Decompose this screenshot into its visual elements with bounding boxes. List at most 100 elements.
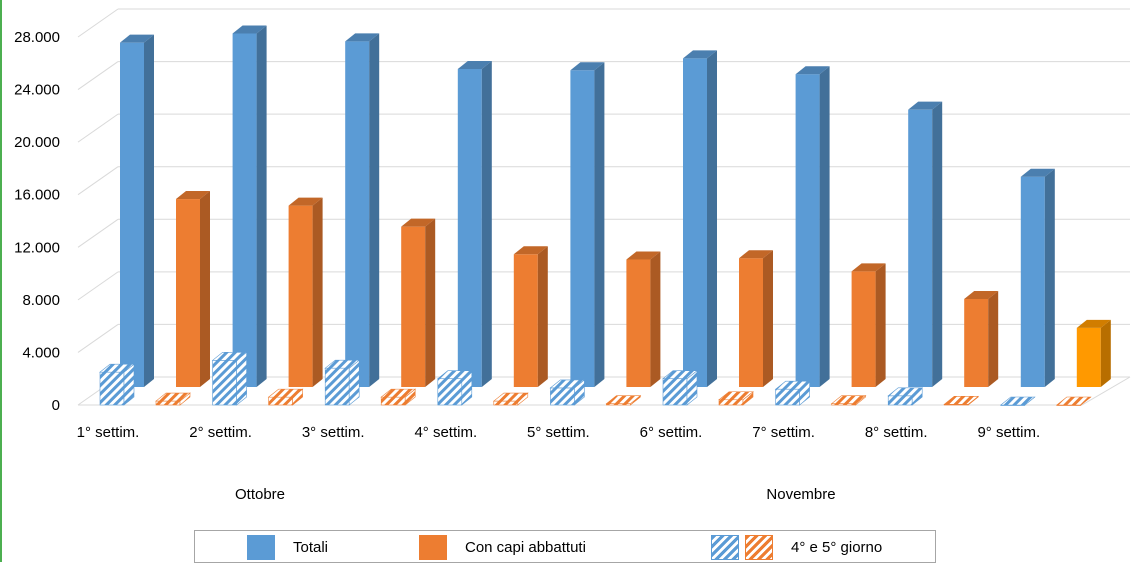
bar-totali-side bbox=[932, 101, 943, 387]
gridline-diagonal bbox=[77, 8, 119, 38]
bar-con-capi-front bbox=[288, 205, 313, 387]
legend-item-totali: Totali bbox=[247, 535, 328, 560]
bar-totali-side bbox=[594, 62, 605, 387]
bar-totali-top bbox=[683, 50, 717, 59]
bar-totali-front bbox=[795, 74, 820, 387]
bar-quarto-quinto-blue-front bbox=[437, 378, 463, 406]
bar-con-capi-top bbox=[1076, 319, 1111, 328]
bar-totali-side bbox=[369, 33, 380, 387]
bar-con-capi-top bbox=[964, 290, 999, 299]
bars bbox=[99, 25, 1111, 406]
bar-quarto-quinto-blue-front bbox=[324, 367, 350, 406]
bar-totali-top bbox=[345, 33, 380, 42]
bar-con-capi-top bbox=[513, 246, 548, 255]
gridline-diagonal bbox=[77, 166, 119, 196]
bar-quarto-quinto-orange-top bbox=[155, 392, 191, 402]
bar-con-capi-side bbox=[312, 197, 323, 387]
y-tick-label: 8.000 bbox=[22, 292, 60, 309]
bar-con-capi-front bbox=[739, 258, 763, 387]
bar-con-capi-front bbox=[851, 271, 876, 387]
bar-quarto-quinto-orange-front bbox=[380, 396, 406, 406]
bar-totali-top bbox=[908, 101, 943, 110]
bar-quarto-quinto-blue-front bbox=[99, 371, 125, 406]
bar-quarto-quinto-blue-front bbox=[662, 378, 688, 406]
gridline-diagonal bbox=[77, 324, 119, 353]
legend-swatch-totali bbox=[247, 535, 275, 560]
legend-swatch-quarto-blue bbox=[711, 535, 739, 560]
bar-totali-front bbox=[683, 58, 707, 388]
x-tick-label: 9° settim. bbox=[977, 424, 1040, 441]
legend-swatch-con-capi bbox=[419, 535, 447, 560]
bar-quarto-quinto-orange-top bbox=[830, 395, 867, 404]
bar-totali-front bbox=[570, 70, 595, 387]
y-tick-label: 12.000 bbox=[14, 239, 60, 256]
bar-con-capi-side bbox=[650, 251, 661, 387]
bar-con-capi-top bbox=[288, 197, 323, 206]
bar-totali-top bbox=[232, 25, 267, 34]
x-tick-label: 7° settim. bbox=[752, 424, 815, 441]
legend-item-con-capi: Con capi abbattuti bbox=[419, 535, 586, 560]
bar-quarto-quinto-orange-top bbox=[605, 395, 642, 404]
y-tick-label: 24.000 bbox=[14, 82, 60, 99]
bar-quarto-quinto-blue-top bbox=[211, 352, 248, 361]
bar-quarto-quinto-blue-top bbox=[99, 363, 135, 373]
bar-con-capi-front bbox=[176, 199, 200, 387]
bar-quarto-quinto-blue-top bbox=[549, 379, 586, 389]
bar-con-capi-top bbox=[401, 218, 436, 227]
bar-con-capi-front bbox=[1076, 327, 1101, 387]
gridline-diagonal bbox=[77, 218, 119, 248]
legend-label-quarto-quinto: 4° e 5° giorno bbox=[791, 539, 883, 556]
legend-item-quarto-quinto: 4° e 5° giorno bbox=[711, 535, 882, 560]
y-tick-label: 4.000 bbox=[22, 344, 60, 361]
y-tick-label: 16.000 bbox=[14, 187, 60, 204]
bar-quarto-quinto-orange-top bbox=[492, 392, 529, 402]
x-tick-label: 3° settim. bbox=[302, 424, 365, 441]
bar-con-capi-side bbox=[1100, 319, 1111, 387]
x-tick-label: 8° settim. bbox=[865, 424, 928, 441]
bar-quarto-quinto-orange-front bbox=[718, 399, 744, 406]
bar-quarto-quinto-orange-top bbox=[380, 388, 417, 398]
bar-quarto-quinto-orange-front bbox=[268, 396, 293, 406]
bar-con-capi-side bbox=[537, 246, 548, 387]
bar-con-capi-front bbox=[626, 259, 651, 387]
bar-quarto-quinto-blue-front bbox=[887, 395, 913, 406]
bar-totali-top bbox=[457, 60, 492, 69]
bar-totali-side bbox=[707, 50, 717, 388]
bar-quarto-quinto-blue-top bbox=[999, 396, 1036, 406]
gridline-diagonal bbox=[77, 271, 119, 301]
bar-con-capi-side bbox=[425, 218, 436, 387]
gridlines bbox=[77, 8, 1131, 406]
bar-quarto-quinto-orange-top bbox=[718, 391, 754, 401]
x-tick-label: 4° settim. bbox=[414, 424, 477, 441]
bar-con-capi-front bbox=[513, 254, 538, 387]
floor-edge-right bbox=[1081, 376, 1131, 406]
bar-con-capi-top bbox=[851, 263, 886, 272]
y-tick-label: 0 bbox=[52, 397, 60, 414]
gridline-diagonal bbox=[77, 113, 119, 143]
group-label: Novembre bbox=[766, 486, 835, 503]
bar-con-capi-front bbox=[964, 298, 989, 387]
x-tick-label: 6° settim. bbox=[640, 424, 703, 441]
bar-totali-top bbox=[795, 66, 830, 75]
legend: Totali Con capi abbattuti 4° e 5° giorno bbox=[194, 530, 936, 563]
bar-totali-side bbox=[144, 34, 154, 388]
bar-totali-side bbox=[256, 25, 267, 387]
bar-quarto-quinto-blue-top bbox=[662, 370, 698, 380]
bar-quarto-quinto-blue-side bbox=[236, 351, 247, 406]
legend-label-con-capi: Con capi abbattuti bbox=[465, 539, 586, 556]
bar-totali-front bbox=[345, 41, 370, 387]
bar-quarto-quinto-blue-top bbox=[324, 359, 361, 369]
bar-quarto-quinto-orange-front bbox=[493, 400, 519, 406]
x-tick-label: 2° settim. bbox=[189, 424, 252, 441]
bar-totali-front bbox=[232, 33, 257, 387]
bar-totali-top bbox=[120, 34, 154, 43]
bar-con-capi-top bbox=[739, 250, 773, 259]
legend-swatch-quarto-orange bbox=[745, 535, 773, 560]
gridline-diagonal bbox=[77, 61, 119, 90]
bar-totali-front bbox=[908, 109, 933, 387]
bar-totali-front bbox=[120, 42, 144, 388]
bar-totali-top bbox=[1020, 168, 1055, 177]
bar-con-capi-side bbox=[875, 263, 886, 387]
bar-con-capi-side bbox=[200, 191, 210, 387]
